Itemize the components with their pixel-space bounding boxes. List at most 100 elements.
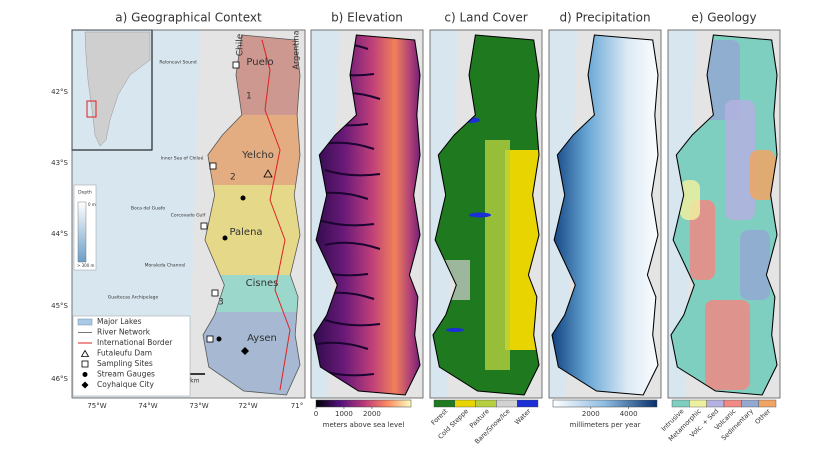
geology-unit [690,200,715,280]
valley [318,219,375,227]
class-swatch [454,399,476,408]
class-swatch [758,399,777,408]
sampling-site [200,222,208,230]
country-label: Chile [236,33,246,56]
inset-extent [86,100,97,118]
legend-label: International Border [97,338,173,347]
class-swatch [723,399,742,408]
land-cover-pasture [485,140,510,370]
class-label: Other [753,407,772,426]
panel-title: d) Precipitation [559,11,650,25]
legend-label: Coyhaique City [97,380,154,389]
valley [314,341,369,350]
legend-glyph [81,381,89,389]
class-swatch [475,399,497,408]
class-swatch [433,399,455,408]
panel-frame [310,29,424,399]
legend-label: Stream Gauges [97,370,155,379]
class-swatch [671,399,690,408]
longitude-label: 75°W [87,402,106,410]
stream-gauge [240,195,246,201]
depth-bar [77,201,87,263]
class-swatch [496,399,518,408]
valley [324,241,381,250]
class-swatch [517,399,539,408]
basin-label: Aysen [247,333,277,344]
panel-frame [429,29,543,399]
sampling-site [206,335,214,343]
depth-top-label: 0 m [88,202,96,207]
basin-area [203,185,300,275]
colorbar [315,399,412,408]
panel-title: c) Land Cover [444,11,527,25]
class-swatch [741,399,759,408]
legend-glyph [82,372,88,377]
panel-frame [71,29,306,399]
colorbar-tick-label: 2000 [363,410,381,418]
latitude-label: 46°S [51,375,68,383]
legend-label: River Network [97,328,151,337]
stream-gauge [222,235,228,241]
geology-unit [740,230,770,300]
legend-label: Futaleufu Dam [97,349,152,358]
land-cover-water [469,212,491,218]
latitude-label: 45°S [51,302,68,310]
legend-glyph [80,349,90,357]
geology-unit [750,150,775,200]
depth-bottom-label: > 300 m [77,263,95,268]
country-label: Argentina [292,30,301,69]
latitude-label: 44°S [51,230,68,238]
basin-label: Palena [229,227,262,238]
legend-glyph [77,318,93,326]
colorbar-label: meters above sea level [323,421,405,429]
panel-title: e) Geology [691,11,756,25]
land-cover-steppe [505,150,539,350]
site-number: 2 [230,173,236,183]
place-label: Reloncaví Sound [159,59,196,66]
stream-gauge [216,336,222,342]
legend-glyph [81,360,89,368]
geology-unit [725,100,755,220]
futaleufu-dam [263,169,273,178]
basin-label: Puelo [246,57,273,68]
class-label: Water [513,407,532,426]
colorbar-tick-label: 2000 [582,410,600,418]
colorbar [552,399,658,408]
colorbar-tick-label: 0 [314,410,318,418]
latitude-label: 43°S [51,159,68,167]
place-label: Corcovado Gulf [171,213,206,219]
basin-label: Yelcho [241,150,274,161]
valley [324,169,381,177]
place-label: Moraleda Channel [145,263,186,269]
place-label: Inner Sea of Chiloé [161,155,204,162]
inset-continent [84,31,151,147]
depth-title: Depth [78,190,92,196]
coyhaique-city [241,347,249,355]
land-cover-water [446,328,464,332]
legend-box [72,315,191,397]
legend-label: Major Lakes [97,317,142,326]
elevation-map [314,35,420,395]
longitude-label: 71° [291,402,303,410]
class-swatch [689,399,707,408]
panel-frame [548,29,662,399]
basin-label: Cisnes [246,278,279,289]
site-number: 1 [246,92,252,102]
sampling-site [209,162,217,170]
colorbar-label: millimeters per year [570,421,641,429]
longitude-label: 72°W [238,402,257,410]
place-label: Boca del Guafo [131,206,165,212]
valley [324,319,381,327]
sampling-site [232,61,240,69]
latitude-label: 42°S [51,88,68,96]
class-swatch [706,399,725,408]
panel-title: b) Elevation [331,11,403,25]
panel-title: a) Geographical Context [115,11,262,25]
geology-unit [680,180,700,220]
sampling-site [211,289,219,297]
figure-content: a) Geographical Context b) Elevation c) La… [51,11,781,446]
longitude-label: 74°W [138,402,157,410]
legend-label: Sampling Sites [97,359,153,368]
colorbar-tick-label: 4000 [620,410,638,418]
